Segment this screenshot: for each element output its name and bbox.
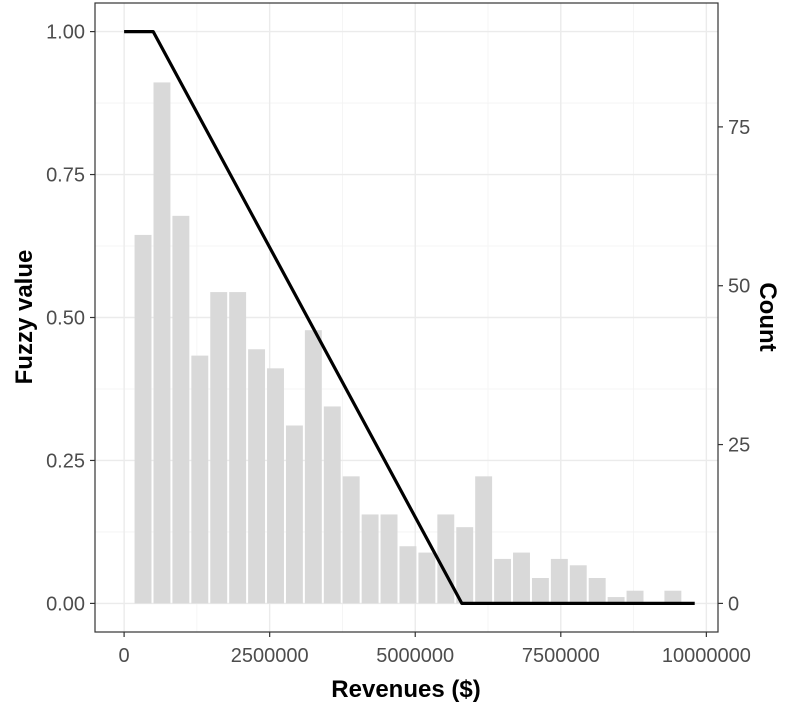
y2-tick-label: 0 xyxy=(728,593,739,615)
x-axis-title: Revenues ($) xyxy=(331,676,480,703)
histogram-bar xyxy=(153,82,171,604)
y2-axis-title: Count xyxy=(754,282,781,351)
histogram-bar xyxy=(342,476,360,604)
histogram-bar xyxy=(494,558,512,604)
histogram-bar xyxy=(172,215,190,604)
histogram-bar xyxy=(191,355,209,604)
y2-tick-label: 50 xyxy=(728,276,750,298)
histogram-bar xyxy=(437,514,455,604)
histogram-bar xyxy=(550,558,568,604)
histogram-bars xyxy=(134,82,682,604)
y-tick-label: 0.25 xyxy=(46,450,85,472)
histogram-bar xyxy=(513,552,530,604)
histogram-bar xyxy=(380,514,398,604)
histogram-bar xyxy=(664,590,682,604)
y-tick-label: 0.00 xyxy=(46,593,85,615)
histogram-bar xyxy=(267,368,284,604)
histogram-bar xyxy=(248,349,266,604)
x-tick-label: 5000000 xyxy=(376,645,454,667)
histogram-bar xyxy=(304,330,322,604)
y2-tick-label: 75 xyxy=(728,117,750,139)
histogram-bar xyxy=(229,292,247,604)
histogram-bar xyxy=(418,552,436,604)
x-tick-label: 10000000 xyxy=(662,645,751,667)
histogram-bar xyxy=(531,577,549,604)
histogram-bar xyxy=(569,565,587,604)
axis-ticks: 0 2500000 5000000 7500000 10000000 0.00 0.25 0.… xyxy=(46,22,751,667)
fuzzy-line xyxy=(124,29,695,606)
fuzzy-value-line xyxy=(124,29,695,606)
y2-tick-label: 25 xyxy=(728,435,750,457)
histogram-bar xyxy=(399,546,417,604)
y-tick-label: 0.75 xyxy=(46,165,85,187)
y-tick-label: 0.50 xyxy=(46,308,85,330)
histogram-bar xyxy=(607,597,625,604)
histogram-bar xyxy=(285,425,303,604)
x-tick-label: 2500000 xyxy=(231,645,309,667)
histogram-bar xyxy=(588,577,606,604)
y-axis-title: Fuzzy value xyxy=(11,250,38,385)
histogram-bar xyxy=(323,406,341,604)
histogram-bar xyxy=(626,590,644,604)
x-tick-label: 7500000 xyxy=(522,645,600,667)
y-tick-label: 1.00 xyxy=(46,22,85,44)
histogram-bar xyxy=(475,476,493,604)
x-tick-label: 0 xyxy=(119,645,130,667)
histogram-bar xyxy=(134,234,152,604)
histogram-bar xyxy=(361,514,379,604)
histogram-bar xyxy=(456,527,474,604)
histogram-bar xyxy=(210,292,228,604)
